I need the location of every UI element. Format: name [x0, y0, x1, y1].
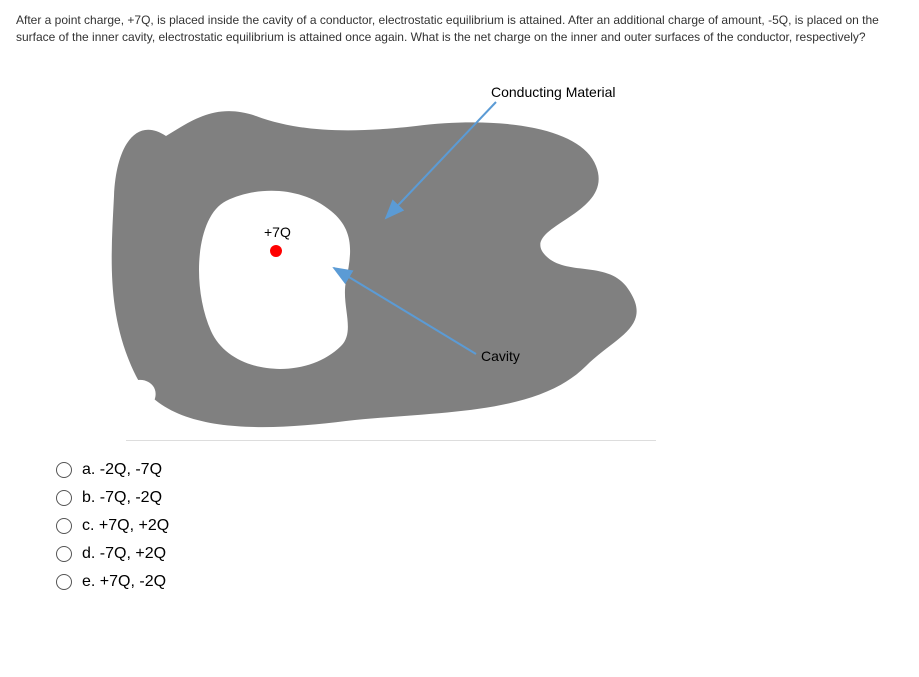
radio-icon	[56, 546, 72, 562]
option-d[interactable]: d. -7Q, +2Q	[56, 545, 903, 563]
radio-icon	[56, 518, 72, 534]
option-label: d. -7Q, +2Q	[82, 545, 166, 563]
label-charge: +7Q	[264, 224, 291, 240]
option-label: b. -7Q, -2Q	[82, 489, 162, 507]
conductor-notch	[125, 380, 155, 410]
option-label: c. +7Q, +2Q	[82, 517, 169, 535]
option-e[interactable]: e. +7Q, -2Q	[56, 573, 903, 591]
conductor-diagram	[96, 86, 736, 446]
option-label: a. -2Q, -7Q	[82, 461, 162, 479]
cavity-shape	[199, 190, 350, 368]
label-conducting: Conducting Material	[491, 84, 616, 100]
figure: Conducting Material Cavity +7Q	[96, 86, 736, 446]
option-label: e. +7Q, -2Q	[82, 573, 166, 591]
charge-dot	[270, 245, 282, 257]
question-text: After a point charge, +7Q, is placed ins…	[16, 12, 903, 46]
radio-icon	[56, 462, 72, 478]
radio-icon	[56, 574, 72, 590]
option-c[interactable]: c. +7Q, +2Q	[56, 517, 903, 535]
options-list: a. -2Q, -7Q b. -7Q, -2Q c. +7Q, +2Q d. -…	[56, 461, 903, 591]
option-b[interactable]: b. -7Q, -2Q	[56, 489, 903, 507]
conductor-shape	[112, 111, 637, 427]
option-a[interactable]: a. -2Q, -7Q	[56, 461, 903, 479]
radio-icon	[56, 490, 72, 506]
label-cavity: Cavity	[481, 348, 520, 364]
